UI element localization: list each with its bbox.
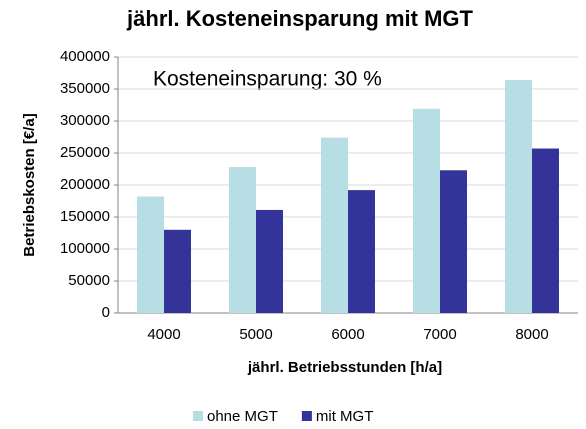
x-tick-label: 6000 xyxy=(331,326,364,343)
y-axis-label: Betriebskosten [€/a] xyxy=(21,113,38,256)
x-tick-label: 4000 xyxy=(147,326,180,343)
bar xyxy=(532,148,559,313)
annotation: Kosteneinsparung: 30 % xyxy=(153,68,382,91)
y-tick-label: 400000 xyxy=(60,48,110,65)
legend-label: ohne MGT xyxy=(207,408,278,425)
bar xyxy=(229,167,256,313)
y-tick-label: 0 xyxy=(102,304,110,321)
x-axis-label: jährl. Betriebsstunden [h/a] xyxy=(247,359,442,376)
y-tick-label: 200000 xyxy=(60,176,110,193)
bar xyxy=(137,196,164,313)
y-tick-label: 350000 xyxy=(60,80,110,97)
bar xyxy=(440,170,467,313)
y-tick-label: 250000 xyxy=(60,144,110,161)
chart-title: jährl. Kosteneinsparung mit MGT xyxy=(126,6,473,31)
legend-swatch xyxy=(301,411,312,421)
x-tick-label: 5000 xyxy=(239,326,272,343)
bar xyxy=(256,209,283,313)
bar xyxy=(321,137,348,313)
legend-swatch xyxy=(193,411,203,421)
y-tick-label: 50000 xyxy=(68,272,110,289)
y-tick-label: 300000 xyxy=(60,112,110,129)
y-tick-label: 150000 xyxy=(60,208,110,225)
y-tick-label: 100000 xyxy=(60,240,110,257)
bar xyxy=(164,229,191,313)
bar xyxy=(413,108,440,313)
x-tick-label: 7000 xyxy=(423,326,456,343)
x-tick-label: 8000 xyxy=(515,326,548,343)
legend-label: mit MGT xyxy=(316,408,374,425)
bar xyxy=(348,190,375,313)
bar xyxy=(505,80,532,313)
